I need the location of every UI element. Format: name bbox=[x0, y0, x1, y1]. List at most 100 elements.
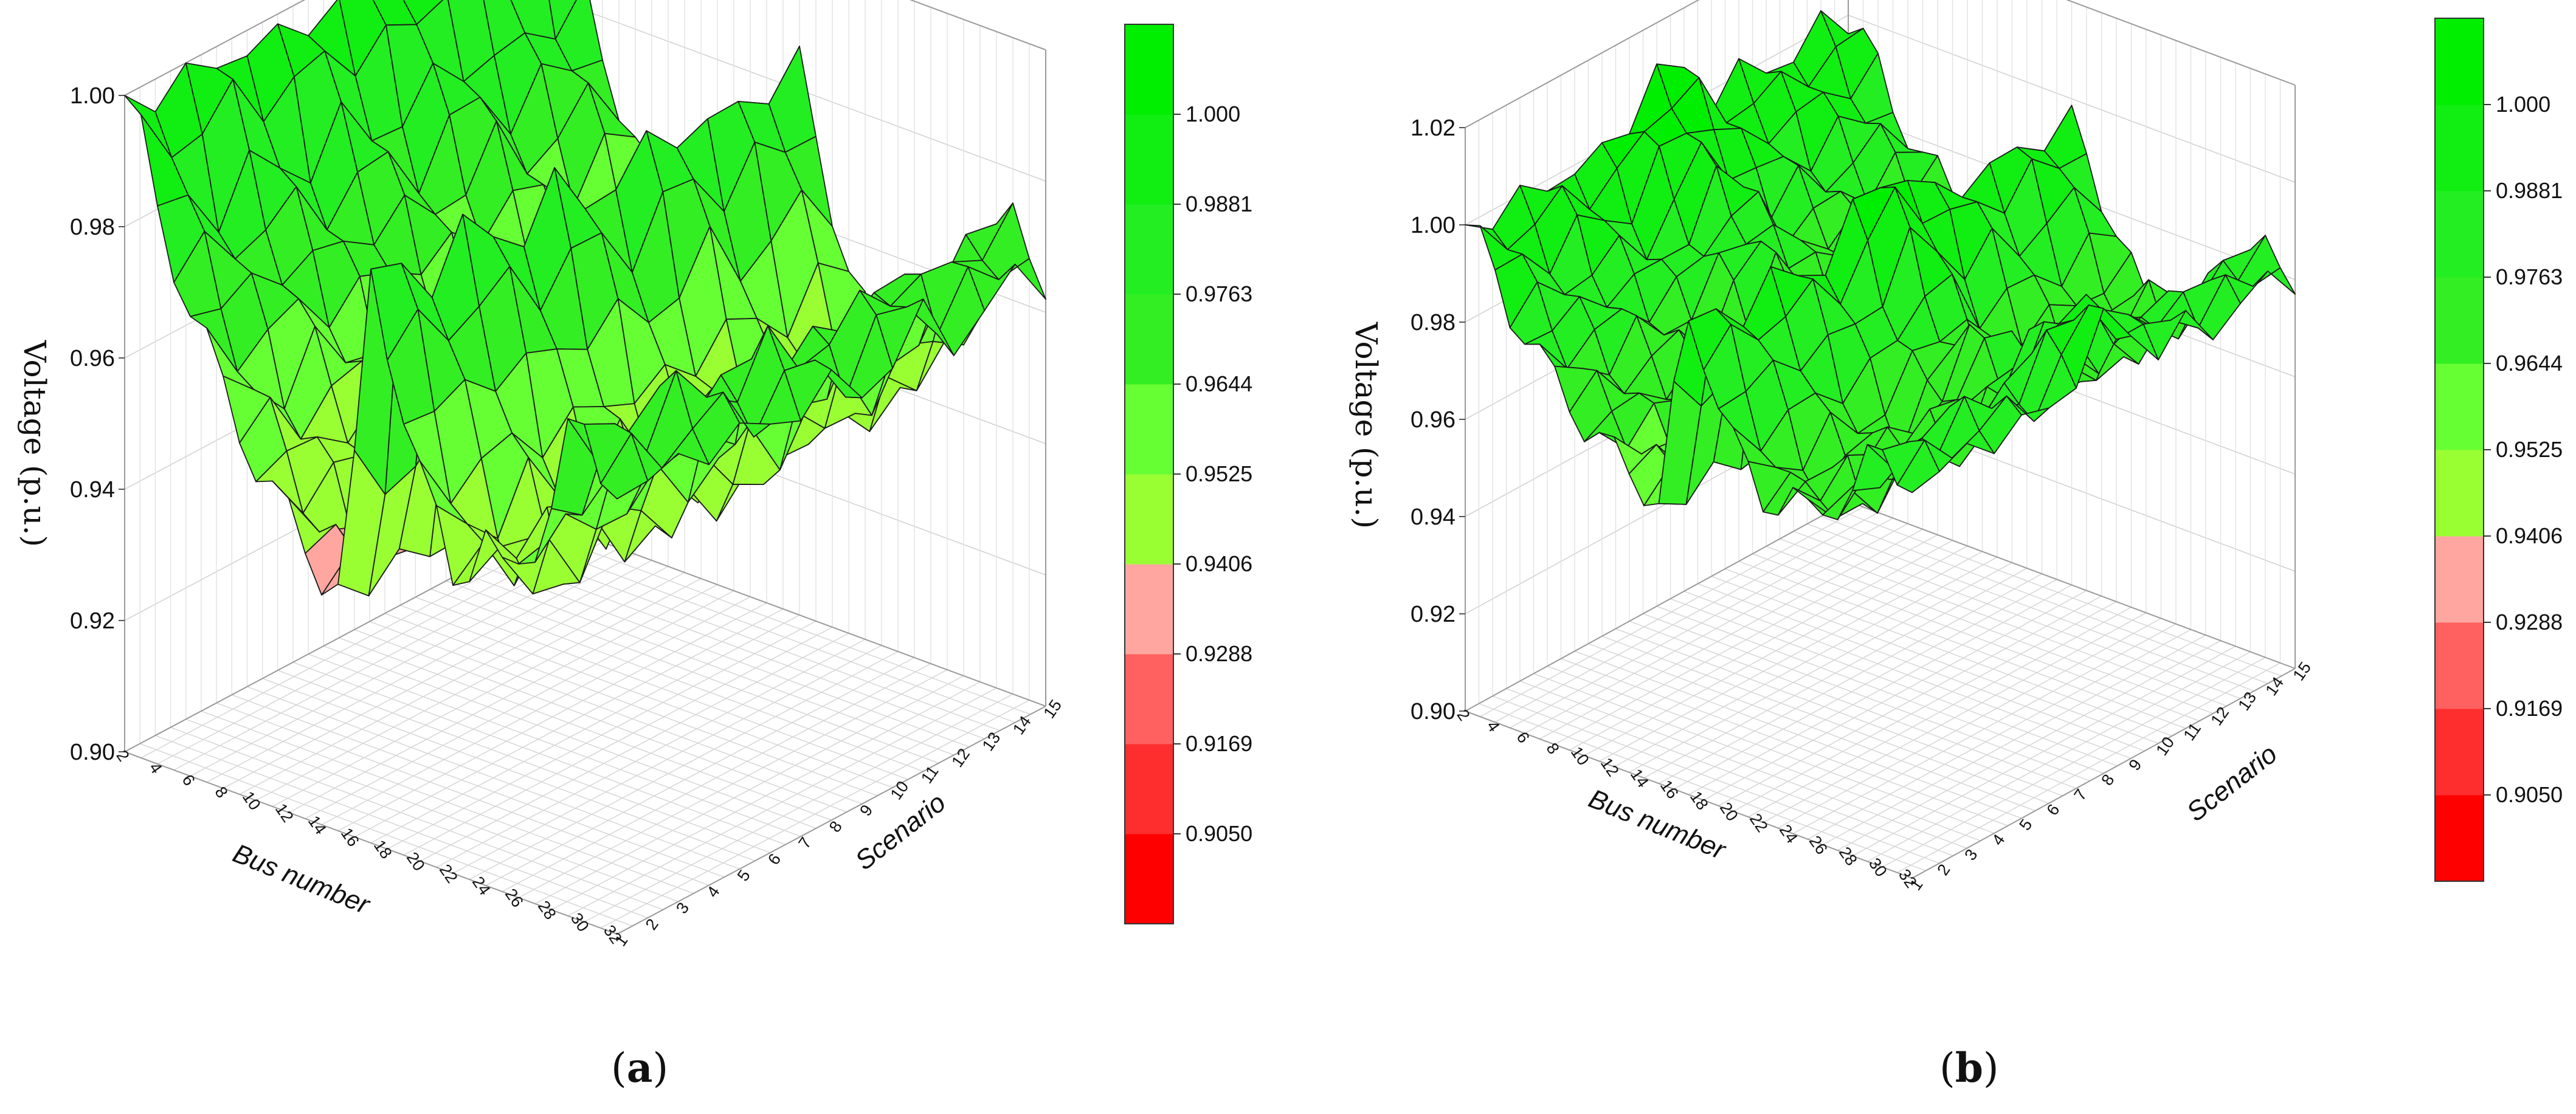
floor-gridline bbox=[476, 564, 970, 748]
y-tick-label: 5 bbox=[2015, 816, 2036, 834]
y-tick-label: 3 bbox=[1961, 846, 1981, 864]
x-tick-label: 18 bbox=[370, 837, 396, 862]
colorbar-label: 0.9050 bbox=[2496, 782, 2563, 807]
floor-gridline bbox=[461, 572, 955, 756]
colorbar-label: 0.9169 bbox=[1186, 731, 1252, 756]
floor-gridline bbox=[1601, 636, 2049, 804]
x-tick-label: 6 bbox=[1513, 729, 1533, 747]
y-tick-label: 11 bbox=[2180, 720, 2205, 744]
floor-gridline bbox=[1807, 523, 2254, 692]
x-tick-label: 12 bbox=[272, 800, 297, 826]
x-tick-label: 4 bbox=[1483, 717, 1503, 735]
colorbar-label: 0.9050 bbox=[1186, 821, 1252, 846]
floor-gridline bbox=[216, 702, 710, 886]
colorbar-segment bbox=[2435, 105, 2484, 191]
axis-edge bbox=[124, 0, 306, 96]
z-tick-label: 0.96 bbox=[70, 346, 115, 371]
colorbar-segment bbox=[2435, 536, 2484, 623]
floor-gridline bbox=[201, 710, 694, 894]
x-tick-label: 14 bbox=[305, 813, 330, 838]
colorbar-label: 0.9525 bbox=[1186, 461, 1252, 486]
y-tick-label: 8 bbox=[2098, 771, 2118, 789]
colorbar-label: 0.9169 bbox=[2496, 696, 2563, 721]
surface-cell bbox=[1896, 439, 1940, 493]
floor-gridline bbox=[339, 637, 832, 821]
colorbar-label: 1.000 bbox=[1186, 101, 1240, 126]
y-tick-label: 4 bbox=[703, 883, 723, 901]
floor-gridline bbox=[1656, 605, 2104, 774]
floor-gridline bbox=[277, 670, 771, 853]
z-tick-label: 0.90 bbox=[70, 740, 115, 765]
floor-gridline bbox=[185, 718, 679, 903]
colorbar-label: 0.9763 bbox=[1186, 281, 1252, 306]
colorbar-segment bbox=[1125, 384, 1173, 475]
y-tick-label: 7 bbox=[2070, 786, 2090, 804]
y-tick-label: 15 bbox=[1040, 696, 1065, 722]
x-tick-label: 10 bbox=[239, 788, 264, 814]
y-tick-label: 12 bbox=[2207, 704, 2232, 729]
y-tick-label: 8 bbox=[826, 817, 846, 836]
floor-gridline bbox=[354, 629, 847, 813]
floor-gridline bbox=[1492, 695, 1940, 864]
floor-gridline bbox=[1793, 531, 2241, 699]
floor-gridline bbox=[1697, 583, 2145, 752]
floor-gridline bbox=[446, 580, 939, 764]
colorbar-segment bbox=[1125, 294, 1173, 385]
colorbar-label: 0.9763 bbox=[2496, 264, 2563, 289]
x-tick-label: 12 bbox=[1597, 754, 1623, 780]
y-tick-label: 6 bbox=[2043, 801, 2063, 819]
y-tick-label: 10 bbox=[887, 778, 913, 803]
x-tick-label: 16 bbox=[337, 825, 363, 850]
x-tick-label: 8 bbox=[211, 783, 231, 802]
y-tick-label: 10 bbox=[2152, 734, 2178, 759]
floor-gridline bbox=[492, 555, 985, 740]
floor-gridline bbox=[292, 661, 786, 845]
y-tick-label: 4 bbox=[1988, 831, 2008, 849]
colorbar-segment bbox=[1125, 744, 1173, 834]
z-tick-label: 0.96 bbox=[1411, 407, 1455, 433]
caption-b: (b) bbox=[1939, 1044, 1999, 1092]
colorbar-label: 0.9525 bbox=[2496, 437, 2563, 462]
x-tick-label: 8 bbox=[1542, 740, 1563, 758]
x-tick-label: 2 bbox=[1453, 706, 1473, 724]
colorbar-segment bbox=[1125, 834, 1173, 924]
floor-gridline bbox=[1506, 688, 1953, 856]
floor-gridline bbox=[1780, 538, 2227, 707]
floor-gridline bbox=[1670, 598, 2118, 766]
surface-cell bbox=[600, 433, 649, 500]
x-tick-label: 22 bbox=[1746, 810, 1772, 836]
z-tick-label: 0.94 bbox=[70, 477, 115, 503]
x-tick-label: 28 bbox=[1835, 844, 1861, 869]
floor-gridline bbox=[415, 596, 908, 780]
floor-gridline bbox=[507, 548, 1000, 731]
floor-gridline bbox=[1574, 650, 2022, 819]
z-tick-label: 1.02 bbox=[1411, 115, 1455, 141]
caption-b-letter: b bbox=[1955, 1044, 1983, 1092]
floor-gridline bbox=[369, 621, 863, 805]
y-tick-label: 15 bbox=[2289, 659, 2315, 684]
y-tick-label: 9 bbox=[2125, 756, 2145, 774]
z-tick-label: 0.98 bbox=[70, 215, 115, 240]
floor-gridline bbox=[1834, 508, 2282, 677]
axis-edge bbox=[124, 751, 618, 935]
colorbar-segment bbox=[2435, 622, 2484, 709]
floor-gridline bbox=[231, 694, 725, 878]
caption-a: (a) bbox=[611, 1044, 669, 1092]
x-axis-title: Bus number bbox=[229, 838, 375, 920]
colorbar-segment bbox=[2435, 795, 2484, 882]
colorbar-label: 0.9881 bbox=[2496, 178, 2563, 203]
floor-gridline bbox=[1711, 576, 2159, 744]
y-tick-label: 14 bbox=[2262, 673, 2287, 699]
x-tick-label: 26 bbox=[1806, 833, 1831, 858]
floor-gridline bbox=[247, 686, 740, 870]
z-tick-label: 1.00 bbox=[1411, 213, 1455, 238]
colorbar-segment bbox=[1125, 654, 1173, 744]
y-axis-title: Scenario bbox=[2181, 739, 2283, 828]
axis-edge bbox=[553, 523, 1046, 707]
x-tick-label: 26 bbox=[502, 885, 527, 911]
wall-gridline bbox=[1465, 501, 2296, 712]
x-tick-label: 22 bbox=[436, 861, 461, 887]
axis-edge bbox=[2065, 0, 2296, 86]
x-tick-label: 30 bbox=[567, 910, 593, 935]
